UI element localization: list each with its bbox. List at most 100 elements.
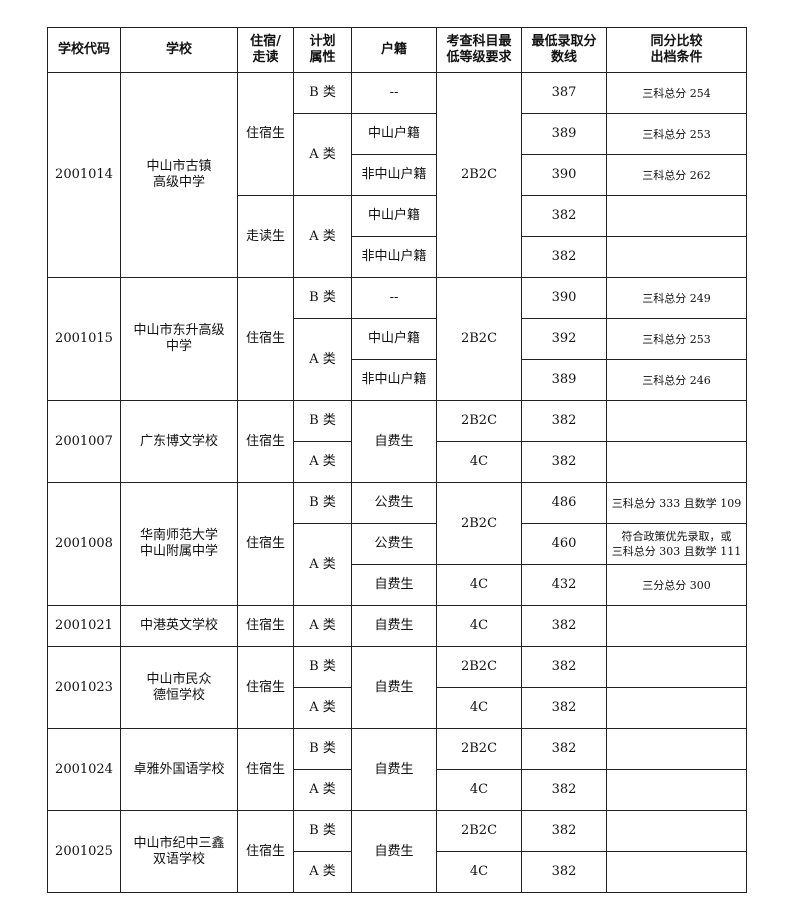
tie-break: 三科总分 333 且数学 109 [606, 482, 747, 524]
tie-break: 三科总分 253 [606, 113, 747, 155]
score: 387 [521, 72, 607, 114]
boarding: 走读生 [237, 195, 294, 278]
hukou: 自费生 [351, 605, 437, 647]
tie-break [606, 851, 747, 893]
requirement: 4C [436, 605, 522, 647]
plan: A 类 [293, 318, 352, 401]
school-name: 中港英文学校 [120, 605, 238, 647]
table-row: A 类 中山户籍 392 三科总分 253 [48, 318, 747, 401]
table-row: 2001008 华南师范大学 中山附属中学 住宿生 B 类 公费生 2B2C 4… [47, 482, 747, 606]
tie-break: 三分总分 300 [606, 564, 747, 606]
plan: A 类 [293, 441, 352, 483]
score: 392 [521, 318, 607, 360]
table-row: 2001014 中山市古镇 高级中学 住宿生 B 类 -- 2B2C 387 三… [47, 72, 747, 278]
school-name: 中山市东升高级 中学 [120, 277, 238, 401]
tie-break [606, 687, 747, 729]
score: 389 [521, 359, 607, 401]
requirement: 2B2C [436, 646, 522, 688]
plan: A 类 [293, 687, 352, 729]
hukou: 非中山户籍 [351, 359, 437, 401]
school-code: 2001007 [47, 400, 121, 483]
school-code: 2001008 [47, 482, 121, 606]
boarding: 住宿生 [237, 277, 294, 401]
table-row: 2001023 中山市民众 德恒学校 住宿生 B 类 自费生 2B2C 382 [47, 646, 747, 729]
requirement: 2B2C [436, 400, 522, 442]
hukou: 中山户籍 [351, 318, 437, 360]
school-name: 广东博文学校 [120, 400, 238, 483]
school-code: 2001014 [47, 72, 121, 278]
requirement: 4C [436, 769, 522, 811]
score: 382 [521, 605, 607, 647]
tie-break: 三科总分 253 [606, 318, 747, 360]
school-code: 2001021 [47, 605, 121, 647]
tie-break [606, 605, 747, 647]
table-row: 非中山户籍 382 [48, 236, 747, 278]
table-row: A 类 公费生 460 符合政策优先录取，或 三科总分 303 且数学 111 [48, 523, 747, 606]
tie-break: 三科总分 249 [606, 277, 747, 319]
table-row: 走读生 A 类 中山户籍 382 [48, 195, 747, 278]
header-row: 学校代码 学校 住宿/ 走读 计划 属性 户籍 考查科目最 低等级要求 最低录取… [47, 27, 747, 73]
plan: B 类 [293, 72, 352, 114]
tie-break [606, 400, 747, 442]
tie-break: 符合政策优先录取，或 三科总分 303 且数学 111 [606, 523, 747, 565]
plan: B 类 [293, 728, 352, 770]
score: 390 [521, 277, 607, 319]
requirement: 4C [436, 441, 522, 483]
boarding: 住宿生 [237, 605, 294, 647]
school-code: 2001015 [47, 277, 121, 401]
hukou: 自费生 [351, 810, 437, 893]
score: 382 [521, 646, 607, 688]
table-row: A 类 4C 382 [48, 851, 747, 893]
tie-break [606, 810, 747, 852]
tie-break: 三科总分 246 [606, 359, 747, 401]
tie-break [606, 441, 747, 483]
plan: B 类 [293, 482, 352, 524]
school-name: 中山市民众 德恒学校 [120, 646, 238, 729]
hukou: 公费生 [351, 523, 437, 565]
hukou: 自费生 [351, 400, 437, 483]
score: 486 [521, 482, 607, 524]
score: 382 [521, 441, 607, 483]
score: 382 [521, 810, 607, 852]
hukou: 公费生 [351, 482, 437, 524]
hukou: 自费生 [351, 564, 437, 606]
table-row: A 类 4C 382 [48, 769, 747, 811]
table-row: 2001024 卓雅外国语学校 住宿生 B 类 自费生 2B2C 382 [47, 728, 747, 811]
tie-break [606, 195, 747, 237]
table-row: 2001021 中港英文学校 住宿生 A 类 自费生 4C 382 [47, 605, 747, 647]
plan: B 类 [293, 646, 352, 688]
header-hukou: 户籍 [351, 27, 437, 73]
header-tie-break: 同分比较 出档条件 [606, 27, 747, 73]
table-row: A 类 中山户籍 389 三科总分 253 [48, 113, 747, 196]
boarding: 住宿生 [237, 72, 294, 196]
score: 382 [521, 195, 607, 237]
plan: A 类 [293, 523, 352, 606]
tie-break: 三科总分 254 [606, 72, 747, 114]
header-min-score: 最低录取分 数线 [521, 27, 607, 73]
hukou: 中山户籍 [351, 113, 437, 155]
plan: B 类 [293, 400, 352, 442]
table-row: 自费生 4C 432 三分总分 300 [48, 564, 747, 606]
boarding: 住宿生 [237, 482, 294, 606]
school-code: 2001024 [47, 728, 121, 811]
requirement: 2B2C [436, 72, 522, 278]
header-code: 学校代码 [47, 27, 121, 73]
tie-break: 三科总分 262 [606, 154, 747, 196]
hukou: -- [351, 277, 437, 319]
hukou: 非中山户籍 [351, 154, 437, 196]
boarding: 住宿生 [237, 400, 294, 483]
requirement: 4C [436, 687, 522, 729]
plan: B 类 [293, 810, 352, 852]
score: 382 [521, 851, 607, 893]
boarding: 住宿生 [237, 728, 294, 811]
requirement: 4C [436, 564, 522, 606]
table-row: 2001007 广东博文学校 住宿生 B 类 自费生 2B2C 382 [47, 400, 747, 483]
tie-break [606, 236, 747, 278]
requirement: 2B2C [436, 810, 522, 852]
admission-table: 学校代码 学校 住宿/ 走读 计划 属性 户籍 考查科目最 低等级要求 最低录取… [47, 27, 747, 893]
plan: A 类 [293, 769, 352, 811]
requirement: 2B2C [436, 277, 522, 401]
school-name: 华南师范大学 中山附属中学 [120, 482, 238, 606]
school-code: 2001025 [47, 810, 121, 893]
plan: A 类 [293, 605, 352, 647]
